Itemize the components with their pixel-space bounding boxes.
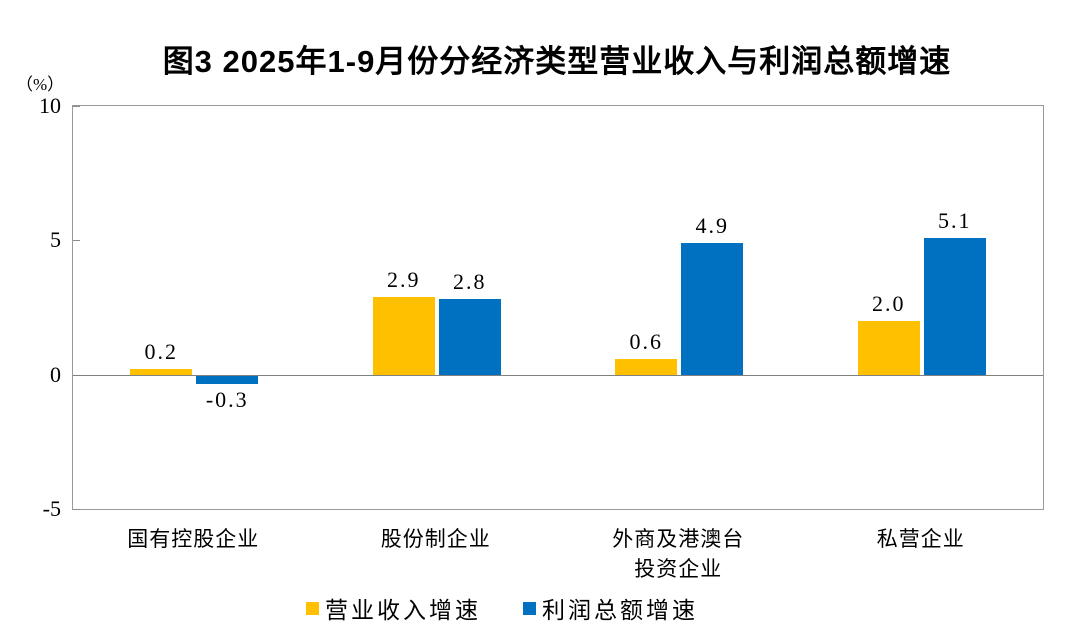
bar-series-0 bbox=[857, 320, 920, 375]
bar-value-label: 2.0 bbox=[872, 290, 906, 316]
y-axis-tick-mark bbox=[73, 106, 80, 107]
legend: 营业收入增速 利润总额增速 bbox=[0, 591, 1042, 625]
legend-item: 营业收入增速 bbox=[306, 591, 481, 625]
bar-value-label: 4.9 bbox=[695, 213, 729, 239]
y-axis-unit-label: （%） bbox=[16, 75, 65, 94]
legend-swatch-icon bbox=[306, 601, 319, 615]
bar-value-label: 0.6 bbox=[629, 328, 663, 354]
y-axis-tick-mark bbox=[73, 509, 80, 510]
plot-area: 10 5 0 -5 0.2 -0.3 2.9 2.8 0.6 4.9 2.0 5.1 bbox=[39, 93, 1044, 521]
bar-series-1 bbox=[196, 375, 259, 384]
x-axis-category-label: 私营企业 bbox=[876, 527, 965, 551]
bar-series-1 bbox=[438, 299, 501, 375]
bar-value-label: 5.1 bbox=[938, 207, 972, 233]
x-axis-labels: 国有控股企业 股份制企业 外商及港澳台 投资企业 私营企业 bbox=[72, 524, 1042, 590]
x-axis-category-label: 外商及港澳台 投资企业 bbox=[612, 527, 745, 581]
bar-value-label: 0.2 bbox=[144, 339, 178, 365]
bar-series-1 bbox=[923, 237, 986, 375]
bar-value-label: -0.3 bbox=[205, 386, 249, 412]
chart-title: 图3 2025年1-9月份分经济类型营业收入与利润总额增速 bbox=[162, 44, 952, 79]
x-axis-category-label: 股份制企业 bbox=[380, 527, 491, 551]
y-axis-tick-label: 0 bbox=[50, 361, 61, 387]
zero-gridline bbox=[73, 374, 1043, 376]
y-axis-tick-label: 10 bbox=[39, 93, 61, 118]
legend-label: 利润总额增速 bbox=[542, 598, 698, 623]
bar-value-label: 2.8 bbox=[453, 269, 487, 295]
bar-series-0 bbox=[130, 369, 193, 375]
bar-series-0 bbox=[615, 358, 678, 375]
x-axis-category-label: 国有控股企业 bbox=[127, 527, 260, 551]
legend-swatch-icon bbox=[523, 601, 536, 615]
y-axis-tick-label: -5 bbox=[42, 496, 61, 521]
bar-value-label: 2.9 bbox=[387, 266, 421, 292]
y-axis-tick-label: 5 bbox=[50, 227, 61, 253]
bar-series-0 bbox=[372, 296, 435, 375]
bar-series-1 bbox=[681, 243, 744, 375]
legend-label: 营业收入增速 bbox=[325, 598, 481, 623]
legend-item: 利润总额增速 bbox=[523, 591, 698, 625]
y-axis-tick-mark bbox=[73, 240, 80, 242]
